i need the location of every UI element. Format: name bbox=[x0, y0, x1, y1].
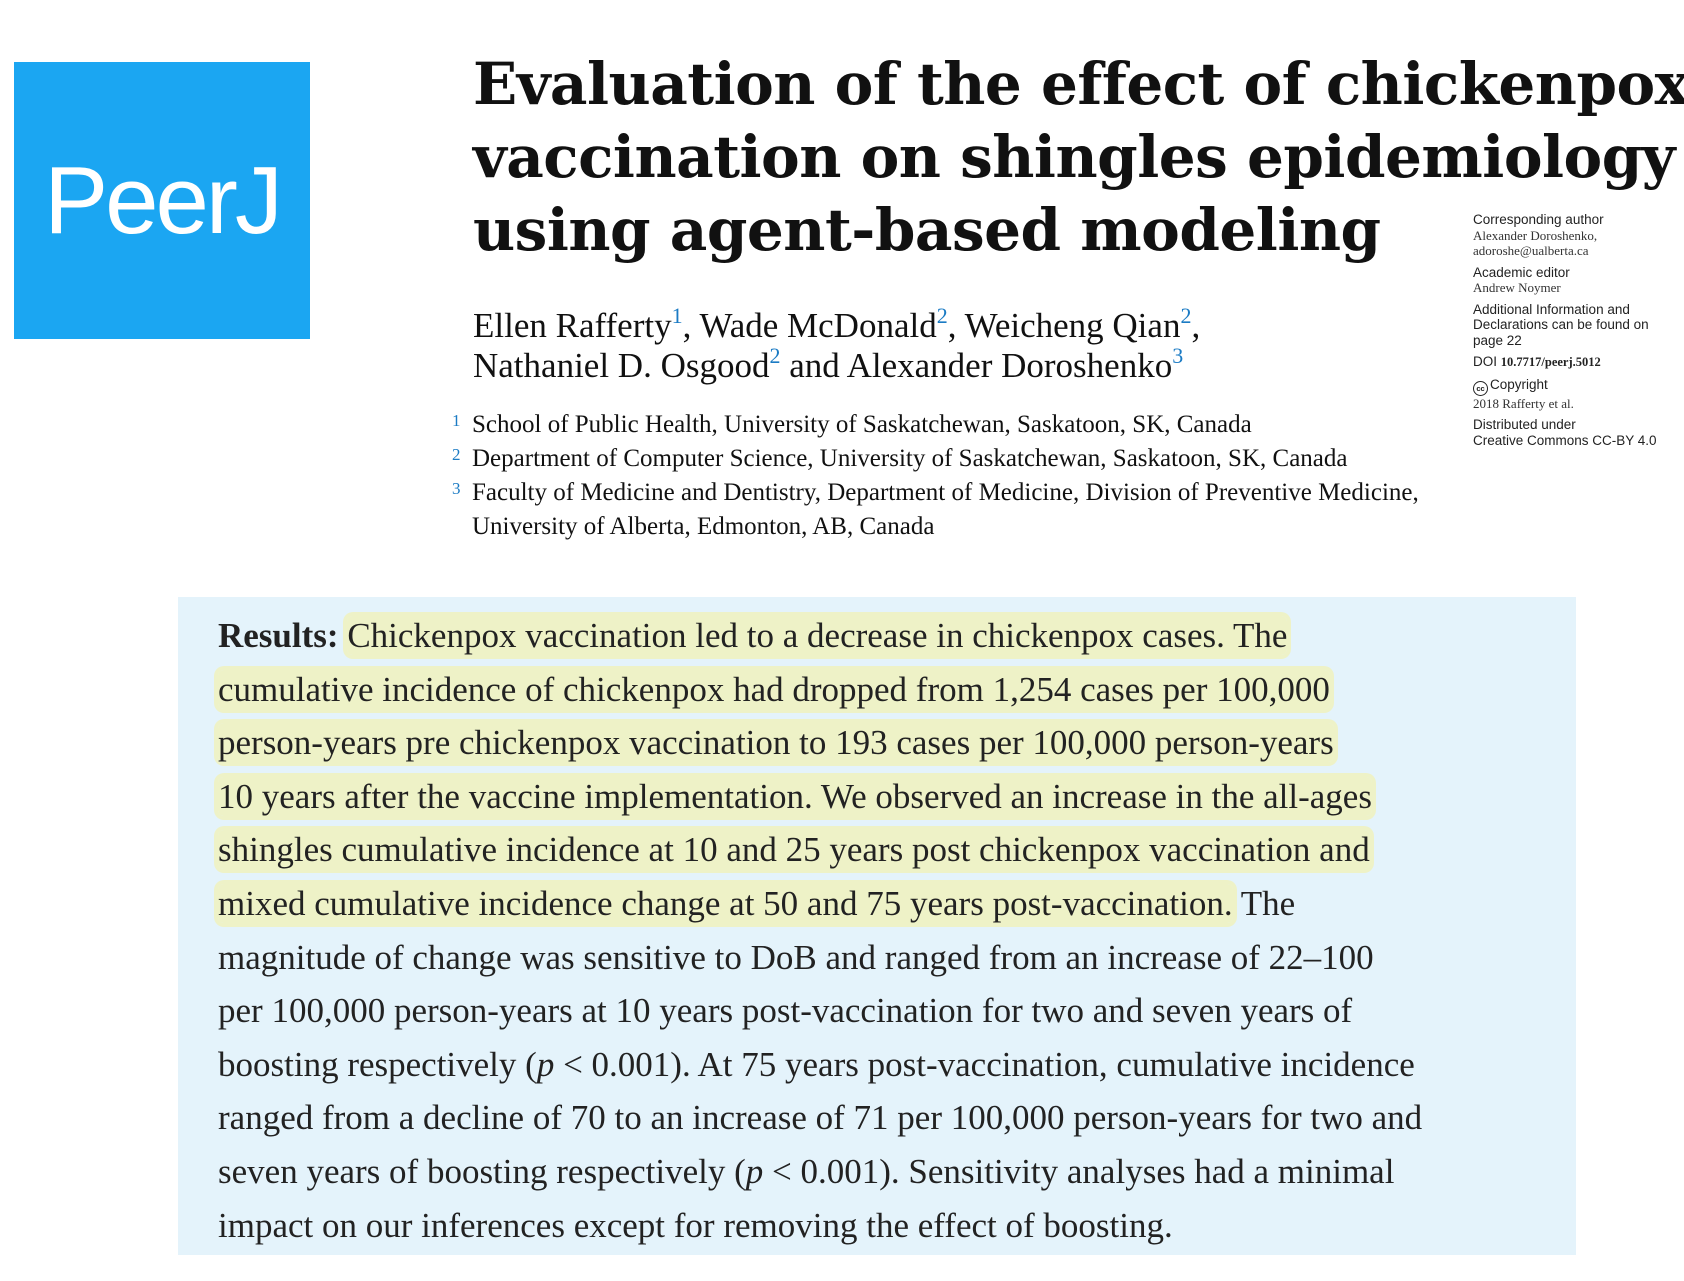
text-line: ranged from a decline of 70 to an increa… bbox=[218, 1098, 1423, 1138]
affiliation-number: 3 bbox=[452, 479, 461, 498]
affiliation-text: School of Public Health, University of S… bbox=[472, 411, 1252, 438]
highlighted-text: cumulative incidence of chickenpox had d… bbox=[218, 669, 1330, 709]
plain-text: < 0.001). At 75 years post-vaccination, … bbox=[554, 1044, 1415, 1084]
additional-text: Additional Information and bbox=[1473, 301, 1630, 317]
plain-text: The bbox=[1232, 883, 1296, 923]
text-line: per 100,000 person-years at 10 years pos… bbox=[218, 991, 1353, 1031]
copyright-value: 2018 Rafferty et al. bbox=[1473, 395, 1574, 411]
affil-sup: 2 bbox=[1180, 303, 1192, 328]
corr-email-link[interactable]: adoroshe@ualberta.ca bbox=[1473, 243, 1589, 258]
title-line: using agent-based modeling bbox=[473, 196, 1381, 264]
editor-label: Academic editor bbox=[1473, 264, 1570, 280]
license-text: Distributed under bbox=[1473, 417, 1576, 432]
editor-block: Academic editor Andrew Noymer bbox=[1473, 265, 1678, 296]
abstract-results-excerpt: Results: Chickenpox vaccination led to a… bbox=[178, 597, 1576, 1255]
affiliation-text: Department of Computer Science, Universi… bbox=[472, 445, 1348, 472]
affiliation-1: 1 School of Public Health, University of… bbox=[452, 408, 1552, 442]
text-line: boosting respectively (p < 0.001). At 75… bbox=[218, 1038, 1558, 1092]
affil-sup: 2 bbox=[769, 343, 781, 368]
plain-text: < 0.001). Sensitivity analyses had a min… bbox=[763, 1151, 1395, 1191]
copyright-label: Copyright bbox=[1490, 376, 1548, 392]
affiliation-text: University of Alberta, Edmonton, AB, Can… bbox=[472, 513, 935, 540]
text-line: impact on our inferences except for remo… bbox=[218, 1205, 1173, 1245]
additional-text: Declarations can be found on bbox=[1473, 317, 1649, 332]
plain-text: boosting respectively ( bbox=[218, 1044, 537, 1084]
affiliation-number: 2 bbox=[452, 445, 461, 464]
results-paragraph: Results: Chickenpox vaccination led to a… bbox=[218, 609, 1558, 1252]
author-name: Alexander Doroshenko bbox=[846, 346, 1173, 385]
affiliation-2: 2 Department of Computer Science, Univer… bbox=[452, 442, 1552, 476]
author-line-2: Nathaniel D. Osgood2 and Alexander Doros… bbox=[473, 343, 1184, 386]
logo-text: PeerJ bbox=[44, 146, 283, 254]
author-name: Ellen Rafferty bbox=[473, 306, 672, 345]
text-line: cumulative incidence of chickenpox had d… bbox=[218, 663, 1558, 717]
corr-label: Corresponding author bbox=[1473, 212, 1604, 227]
paper-title: Evaluation of the effect of chickenpox v… bbox=[473, 48, 1684, 267]
text-line: 10 years after the vaccine implementatio… bbox=[218, 770, 1558, 824]
highlighted-text: mixed cumulative incidence change at 50 … bbox=[218, 883, 1233, 923]
peerj-logo: PeerJ bbox=[14, 62, 310, 339]
affiliation-number: 1 bbox=[452, 411, 461, 430]
highlighted-text: person-years pre chickenpox vaccination … bbox=[218, 723, 1334, 763]
p-value-symbol: p bbox=[536, 1044, 555, 1084]
text-line: mixed cumulative incidence change at 50 … bbox=[218, 877, 1558, 931]
affiliations: 1 School of Public Health, University of… bbox=[452, 408, 1552, 544]
text-line: magnitude of change was sensitive to DoB… bbox=[218, 937, 1374, 977]
doi-label: DOI bbox=[1473, 354, 1498, 369]
affil-sup: 3 bbox=[1172, 343, 1184, 368]
author-name: Nathaniel D. Osgood bbox=[473, 346, 770, 385]
highlighted-text: Chickenpox vaccination led to a decrease… bbox=[347, 616, 1288, 655]
license-link[interactable]: Creative Commons CC-BY 4.0 bbox=[1473, 432, 1657, 448]
author-list: Ellen Rafferty1, Wade McDonald2, Weichen… bbox=[473, 303, 1453, 386]
corresponding-author-block: Corresponding author Alexander Doroshenk… bbox=[1473, 212, 1678, 259]
additional-text: page 22 bbox=[1473, 332, 1522, 348]
cropped-previous-line bbox=[218, 597, 1518, 603]
affil-sup: 1 bbox=[671, 303, 683, 328]
highlighted-text: shingles cumulative incidence at 10 and … bbox=[218, 830, 1370, 870]
text-line: shingles cumulative incidence at 10 and … bbox=[218, 823, 1558, 877]
author-line-1: Ellen Rafferty1, Wade McDonald2, Weichen… bbox=[473, 303, 1201, 346]
license-block: Distributed under Creative Commons CC-BY… bbox=[1473, 417, 1678, 448]
results-label: Results: bbox=[218, 616, 339, 655]
author-name: Wade McDonald bbox=[699, 306, 937, 345]
affil-sup: 2 bbox=[936, 303, 948, 328]
additional-info-block: Additional Information and Declarations … bbox=[1473, 302, 1678, 349]
affiliation-3: 3 Faculty of Medicine and Dentistry, Dep… bbox=[452, 476, 1552, 544]
copyright-block: cc Copyright 2018 Rafferty et al. bbox=[1473, 377, 1678, 412]
editor-name: Andrew Noymer bbox=[1473, 280, 1561, 295]
text-line: seven years of boosting respectively (p … bbox=[218, 1145, 1558, 1199]
highlighted-text: 10 years after the vaccine implementatio… bbox=[218, 776, 1372, 816]
title-line: vaccination on shingles epidemiology bbox=[473, 123, 1675, 191]
author-name: Weicheng Qian bbox=[964, 306, 1181, 345]
doi-block: DOI 10.7717/peerj.5012 bbox=[1473, 354, 1678, 371]
plain-text: seven years of boosting respectively ( bbox=[218, 1151, 746, 1191]
corr-name: Alexander Doroshenko, bbox=[1473, 227, 1598, 243]
text-line: person-years pre chickenpox vaccination … bbox=[218, 716, 1558, 770]
article-info-sidebar: Corresponding author Alexander Doroshenk… bbox=[1473, 212, 1678, 454]
affiliation-text: Faculty of Medicine and Dentistry, Depar… bbox=[472, 479, 1419, 506]
doi-link[interactable]: 10.7717/peerj.5012 bbox=[1500, 355, 1601, 369]
title-line: Evaluation of the effect of chickenpox bbox=[473, 50, 1684, 118]
creative-commons-icon: cc bbox=[1473, 380, 1488, 396]
p-value-symbol: p bbox=[745, 1151, 764, 1191]
text-line: Results: Chickenpox vaccination led to a… bbox=[218, 609, 1558, 663]
